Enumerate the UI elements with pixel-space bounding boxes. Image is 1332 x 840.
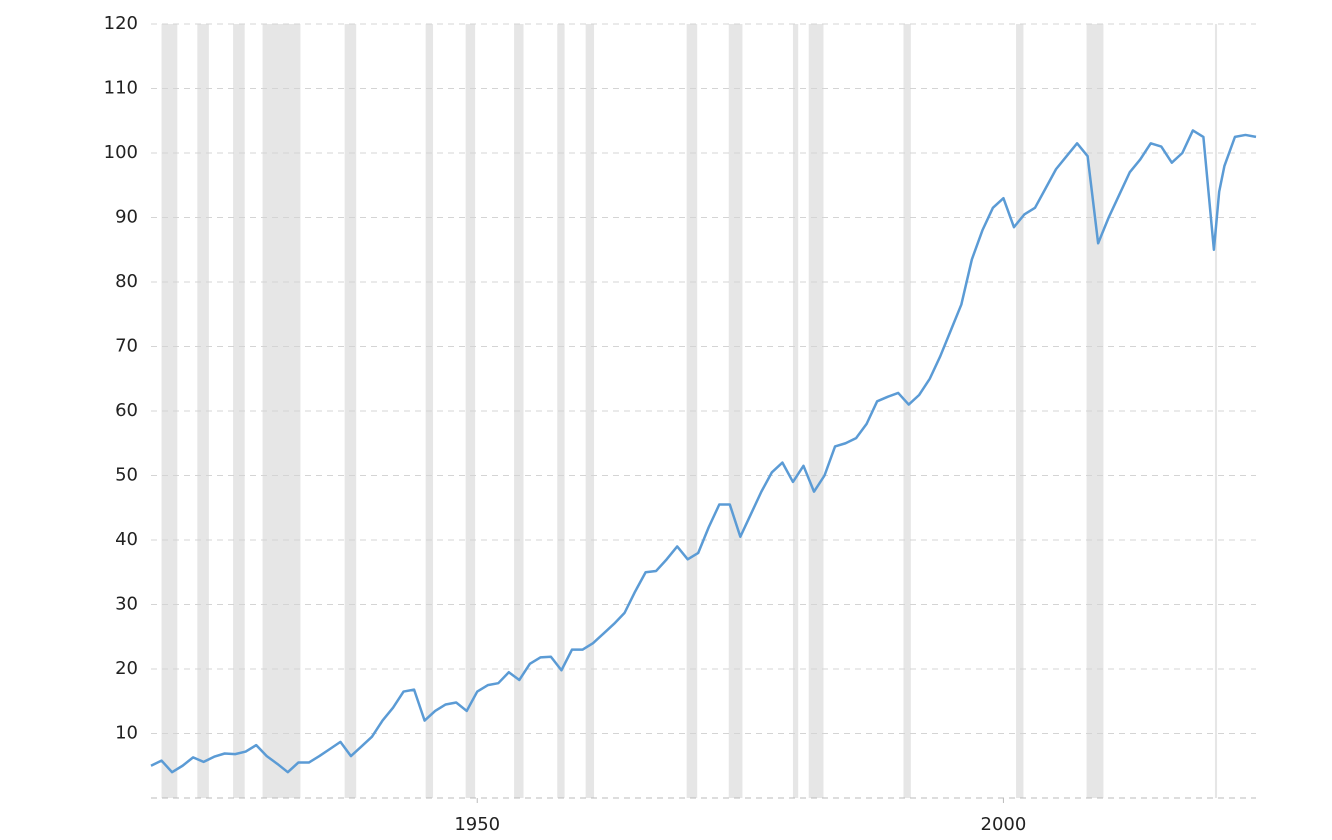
recession-band xyxy=(1016,24,1024,798)
y-tick-label: 100 xyxy=(104,142,138,163)
y-tick-label: 120 xyxy=(104,13,138,34)
recession-band xyxy=(903,24,911,798)
recession-band xyxy=(792,24,799,798)
recession-band xyxy=(1214,24,1218,798)
recession-band xyxy=(585,24,595,798)
y-tick-label: 10 xyxy=(115,723,138,744)
data-line xyxy=(150,129,1257,774)
y-tick-label: 90 xyxy=(115,207,138,228)
x-tick-label: 2000 xyxy=(981,814,1027,835)
x-tick-label: 1950 xyxy=(454,814,500,835)
y-tick-label: 50 xyxy=(115,465,138,486)
y-tick-label: 70 xyxy=(115,336,138,357)
y-tick-label: 30 xyxy=(115,594,138,615)
y-tick-label: 40 xyxy=(115,529,138,550)
y-tick-label: 80 xyxy=(115,271,138,292)
recession-band xyxy=(197,24,209,798)
y-tick-label: 20 xyxy=(115,658,138,679)
y-tick-label: 110 xyxy=(104,78,138,99)
recession-band xyxy=(233,24,245,798)
y-tick-label: 60 xyxy=(115,400,138,421)
